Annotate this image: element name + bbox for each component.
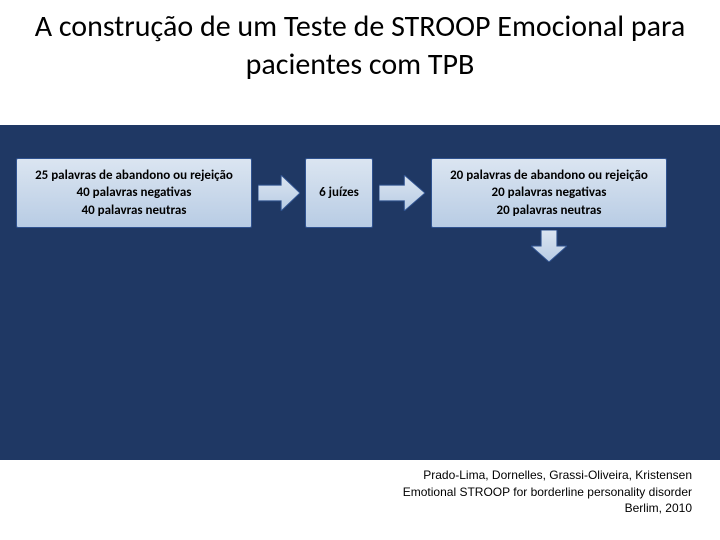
citation-line-1: Prado-Lima, Dornelles, Grassi-Oliveira, … xyxy=(403,467,692,483)
citation: Prado-Lima, Dornelles, Grassi-Oliveira, … xyxy=(403,467,692,516)
citation-line-3: Berlim, 2010 xyxy=(403,500,692,516)
stage-2-line-1: 6 juízes xyxy=(319,184,359,202)
arrow-right-icon xyxy=(379,175,425,211)
stage-3-line-1: 20 palavras de abandono ou rejeição xyxy=(450,167,648,185)
stage-1-line-3: 40 palavras neutras xyxy=(82,202,187,220)
title-text: A construção de um Teste de STROOP Emoci… xyxy=(35,8,686,83)
stage-3-line-2: 20 palavras negativas xyxy=(492,184,607,202)
arrow-right-icon xyxy=(258,175,300,211)
stage-2-box: 6 juízes xyxy=(305,158,373,228)
stage-1-line-1: 25 palavras de abandono ou rejeição xyxy=(35,167,233,185)
stage-1-line-2: 40 palavras negativas xyxy=(77,184,192,202)
slide: A construção de um Teste de STROOP Emoci… xyxy=(0,0,720,540)
stage-1-box: 25 palavras de abandono ou rejeição 40 p… xyxy=(16,158,252,228)
stage-3-line-3: 20 palavras neutras xyxy=(497,202,602,220)
arrow-down-icon xyxy=(531,230,567,262)
page-title: A construção de um Teste de STROOP Emoci… xyxy=(0,8,720,83)
citation-line-2: Emotional STROOP for borderline personal… xyxy=(403,484,692,500)
stage-3-box: 20 palavras de abandono ou rejeição 20 p… xyxy=(431,158,667,228)
